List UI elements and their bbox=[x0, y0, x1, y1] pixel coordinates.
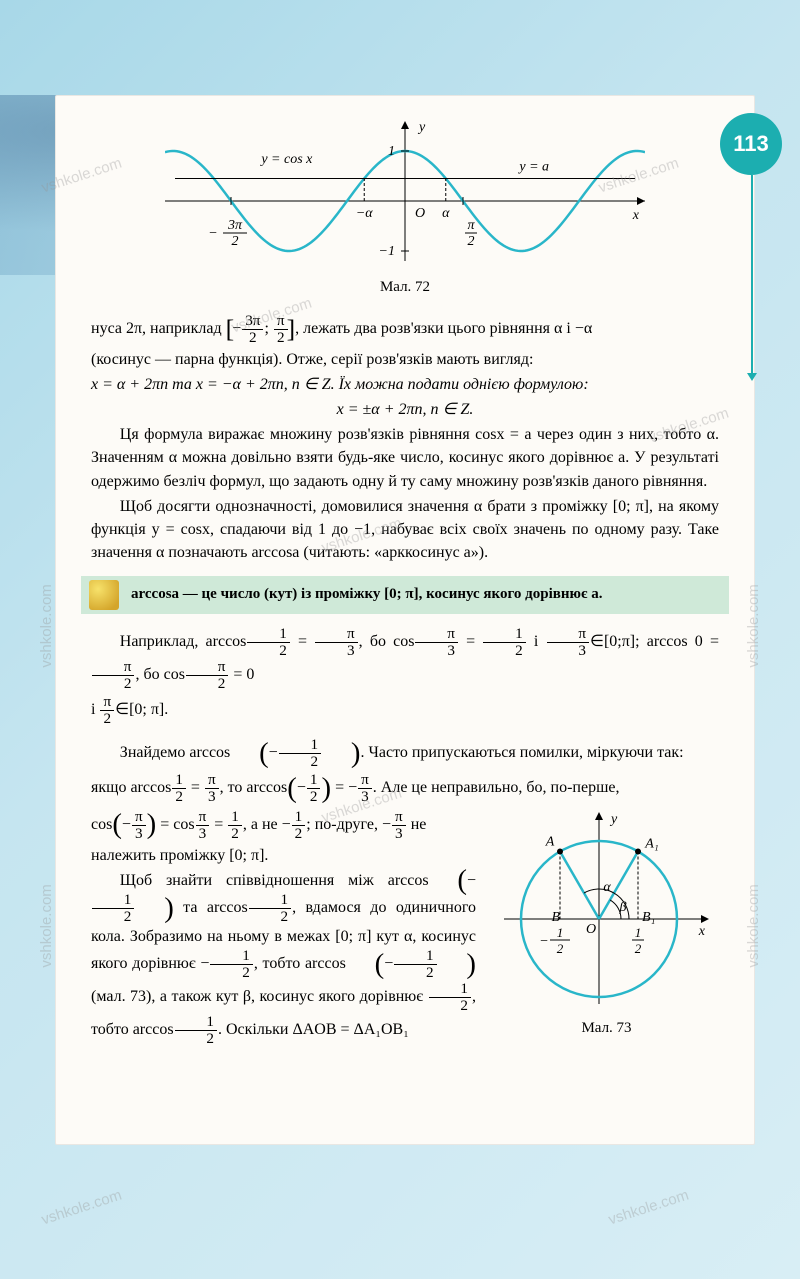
paragraph: нуса 2π, наприклад [−3π2; π2], лежать дв… bbox=[91, 313, 719, 346]
margin-arrow bbox=[751, 175, 753, 375]
svg-text:π: π bbox=[467, 218, 475, 233]
svg-text:A₁: A₁ bbox=[644, 836, 658, 851]
svg-text:α: α bbox=[603, 880, 611, 895]
paragraph: (косинус — парна функція). Отже, серії р… bbox=[91, 348, 719, 371]
page-content: 1−1yxy = cos xy = aOα−απ23π2− Мал. 72 ну… bbox=[55, 95, 755, 1145]
paragraph: належить проміжку [0; π]. bbox=[91, 844, 476, 867]
svg-text:α: α bbox=[442, 206, 450, 221]
paragraph: x = α + 2πn та x = −α + 2πn, n ∈ Z. Їх м… bbox=[91, 373, 719, 396]
svg-text:B: B bbox=[551, 910, 560, 925]
paragraph: якщо arccos12 = π3, то arccos(−12) = −π3… bbox=[91, 772, 719, 805]
text-column: cos(−π3) = cosπ3 = 12, а не −12; по-друг… bbox=[91, 809, 476, 1049]
paragraph: Ця формула виражає множину розв'язків рі… bbox=[91, 423, 719, 493]
svg-text:2: 2 bbox=[467, 234, 474, 249]
figure-73-chart: AA₁BB₁Oαβyx12−12 bbox=[499, 809, 714, 1009]
svg-text:O: O bbox=[586, 922, 596, 937]
svg-text:2: 2 bbox=[635, 941, 642, 956]
definition-box: arccosa — це число (кут) із проміжку [0;… bbox=[81, 576, 729, 614]
paragraph: і π2∈[0; π]. bbox=[91, 694, 719, 727]
formula: x = ±α + 2πn, n ∈ Z. bbox=[91, 398, 719, 421]
svg-text:1: 1 bbox=[635, 925, 642, 940]
svg-text:y = a: y = a bbox=[517, 160, 549, 175]
svg-text:−: − bbox=[539, 934, 548, 949]
svg-text:A: A bbox=[545, 834, 555, 849]
svg-text:−: − bbox=[208, 226, 217, 241]
watermark: vshkole.com bbox=[39, 1185, 125, 1231]
svg-text:O: O bbox=[415, 206, 425, 221]
svg-text:β: β bbox=[619, 900, 627, 915]
svg-text:y: y bbox=[609, 812, 618, 827]
paragraph: cos(−π3) = cosπ3 = 12, а не −12; по-друг… bbox=[91, 809, 476, 842]
figure-73-column: AA₁BB₁Oαβyx12−12 Мал. 73 bbox=[494, 809, 719, 1054]
svg-text:x: x bbox=[698, 924, 706, 939]
figure-72-caption: Мал. 72 bbox=[91, 277, 719, 299]
watermark: vshkole.com bbox=[605, 1185, 691, 1231]
svg-text:1: 1 bbox=[557, 925, 564, 940]
svg-text:y: y bbox=[417, 121, 426, 135]
svg-text:−1: −1 bbox=[379, 244, 395, 259]
paragraph: Щоб знайти співвідношення між arccos(−12… bbox=[91, 869, 476, 1047]
svg-text:B₁: B₁ bbox=[642, 910, 655, 925]
figure-73-caption: Мал. 73 bbox=[494, 1018, 719, 1040]
svg-text:x: x bbox=[632, 208, 640, 223]
figure-72-chart: 1−1yxy = cos xy = aOα−απ23π2− bbox=[91, 121, 719, 271]
paragraph: Знайдемо arccos(−12). Часто припускаютьс… bbox=[91, 737, 719, 770]
paragraph: Щоб досягти однозначності, домовилися зн… bbox=[91, 495, 719, 565]
svg-text:3π: 3π bbox=[227, 218, 243, 233]
svg-text:y = cos x: y = cos x bbox=[259, 152, 313, 167]
svg-text:1: 1 bbox=[388, 144, 395, 159]
svg-text:2: 2 bbox=[232, 234, 239, 249]
svg-text:2: 2 bbox=[557, 941, 564, 956]
svg-text:−α: −α bbox=[356, 206, 373, 221]
paragraph: Наприклад, arccos12 = π3, бо cosπ3 = 12 … bbox=[91, 626, 719, 692]
page-number-badge: 113 bbox=[720, 113, 782, 175]
